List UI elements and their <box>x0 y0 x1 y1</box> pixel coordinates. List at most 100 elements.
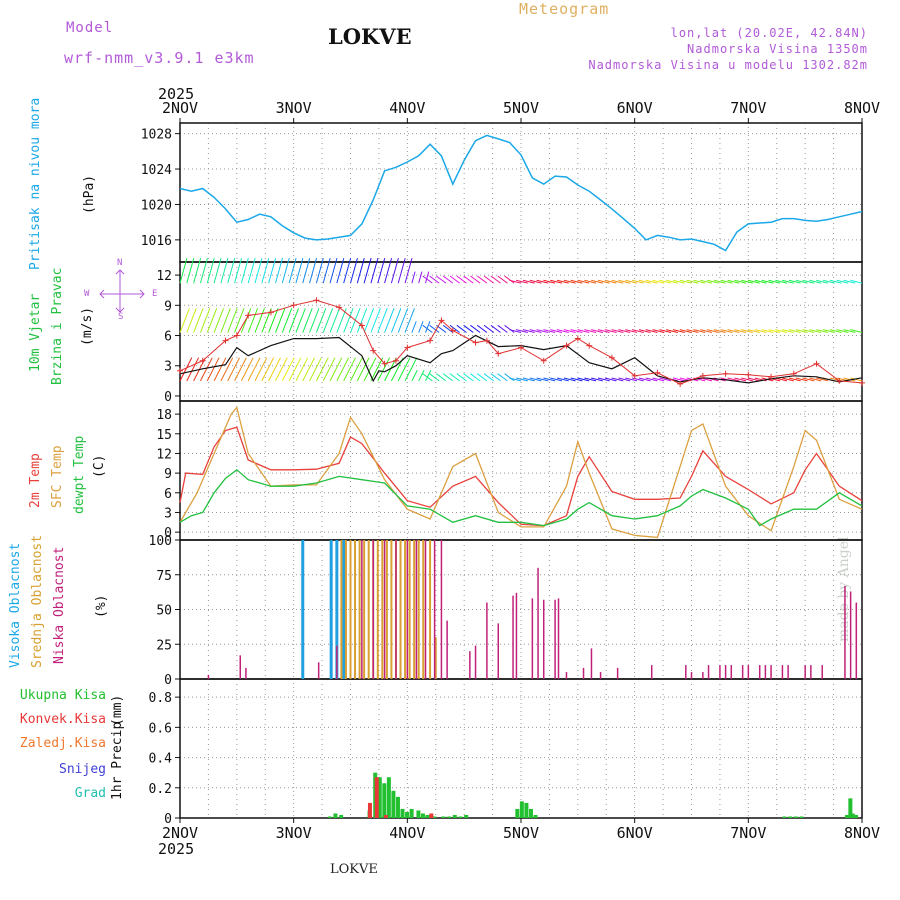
precip-total-bar <box>850 813 855 818</box>
wind-arrow <box>275 357 288 382</box>
wind-arrow <box>490 275 501 284</box>
wind-arrow <box>356 257 365 284</box>
wind-arrow <box>720 279 733 284</box>
wind-arrow <box>536 279 549 284</box>
pressure-line <box>179 134 863 252</box>
wind-arrow <box>274 257 283 284</box>
wind-arrow <box>543 329 556 333</box>
wind-arrow <box>295 308 306 333</box>
wind-gust-marker <box>290 302 297 309</box>
wind-gust-marker <box>745 371 752 378</box>
wind-arrow <box>247 257 256 284</box>
wind-arrow <box>206 257 215 284</box>
wind-arrow <box>449 275 460 284</box>
precip-total-bar <box>386 777 391 818</box>
wind-arrow <box>470 275 481 284</box>
precip-total-bar <box>447 816 452 818</box>
precip-conv-bar <box>367 802 372 818</box>
wind-arrow <box>422 324 433 333</box>
wind-arrow <box>483 324 495 333</box>
wind-arrow <box>836 279 849 284</box>
wind-arrow <box>302 357 315 382</box>
precip-total-bar <box>327 816 332 818</box>
wind-gust-marker <box>336 304 343 311</box>
wind-arrow <box>309 308 320 333</box>
wind-arrow <box>288 308 300 333</box>
wind-arrow <box>234 257 242 284</box>
wind-gust-marker <box>654 369 661 376</box>
y-tick-label: 12 <box>156 447 172 462</box>
wind-arrow <box>604 329 617 333</box>
wind-arrow <box>315 357 329 382</box>
wind-arrow <box>234 357 247 382</box>
wind-arrow <box>509 279 522 284</box>
wind-arrow <box>788 279 801 284</box>
wind-arrow <box>652 329 665 333</box>
model-version: wrf-nmm_v3.9.1 e3km <box>64 49 255 67</box>
wind-arrow <box>186 257 195 284</box>
wind-arrow <box>556 377 569 382</box>
wind-arrow <box>254 357 268 382</box>
wind-arrow <box>436 373 447 382</box>
wind-arrow <box>350 357 363 382</box>
wind-arrow <box>295 357 309 382</box>
precip-total-bar <box>432 816 437 818</box>
wind-arrow <box>240 257 249 284</box>
model-elevation: Nadmorska Visina u modelu 1302.82m <box>588 58 868 72</box>
wind-gust-marker <box>699 372 706 379</box>
wind-arrow <box>336 257 345 284</box>
y-tick-label: 9 <box>164 299 172 314</box>
wind-arrow <box>179 308 190 333</box>
bottom-year-label: 2025 <box>158 840 194 858</box>
wind-arrow <box>645 279 658 284</box>
wind-gust-marker <box>586 342 593 349</box>
wind-arrow <box>686 279 699 284</box>
wind-arrow <box>429 373 440 382</box>
wind-arrow <box>516 329 528 333</box>
wind-gust-marker <box>540 357 547 364</box>
temp-dewpt-line <box>179 468 863 527</box>
wind-arrow <box>556 329 569 333</box>
wind-gust-marker <box>563 342 570 349</box>
y-tick-label: 12 <box>156 269 172 284</box>
wind-arrow <box>720 329 733 333</box>
wind-arrow <box>822 329 835 333</box>
wind-gust-marker <box>518 344 524 351</box>
compass-s: S <box>118 312 124 322</box>
wind-arrow <box>802 279 815 284</box>
wind-arrow <box>563 329 576 333</box>
wind-arrow <box>206 357 220 382</box>
wind-arrow <box>693 279 706 284</box>
model-label: Model <box>66 20 114 36</box>
wind-arrow <box>631 279 644 284</box>
wind-arrow <box>768 279 781 284</box>
wind-arrow <box>377 308 388 333</box>
wind-arrow <box>536 377 549 382</box>
wind-arrow <box>504 275 515 284</box>
bottom-date-label: 4NOV <box>389 824 425 842</box>
wind-arrow <box>604 377 617 382</box>
wind-arrow <box>850 329 863 333</box>
bottom-date-label: 5NOV <box>503 824 539 842</box>
wind-arrow <box>809 329 822 333</box>
wind-arrow <box>268 308 279 333</box>
y-tick-label: 0 <box>164 526 172 541</box>
wind-arrow <box>234 308 245 333</box>
y-tick-label: 6 <box>164 330 172 345</box>
wind-gust-marker <box>722 370 729 377</box>
wind-arrow <box>836 329 849 333</box>
wind-arrow <box>686 329 699 333</box>
wind-gust-marker <box>836 377 843 384</box>
precip-total-bar <box>515 808 520 818</box>
wind-arrow <box>625 377 638 382</box>
compass-w: W <box>84 289 90 299</box>
wind-arrow <box>322 357 336 382</box>
wind-gust-marker <box>574 335 581 342</box>
y-tick-label: 1024 <box>141 163 172 178</box>
wind-arrow <box>268 257 277 284</box>
wind-arrow <box>497 373 508 382</box>
y-tick-label: 0.4 <box>149 752 173 767</box>
precip-total-bar <box>844 814 849 818</box>
wind-arrow <box>631 329 644 333</box>
meteogram-title: Meteogram <box>519 0 610 18</box>
